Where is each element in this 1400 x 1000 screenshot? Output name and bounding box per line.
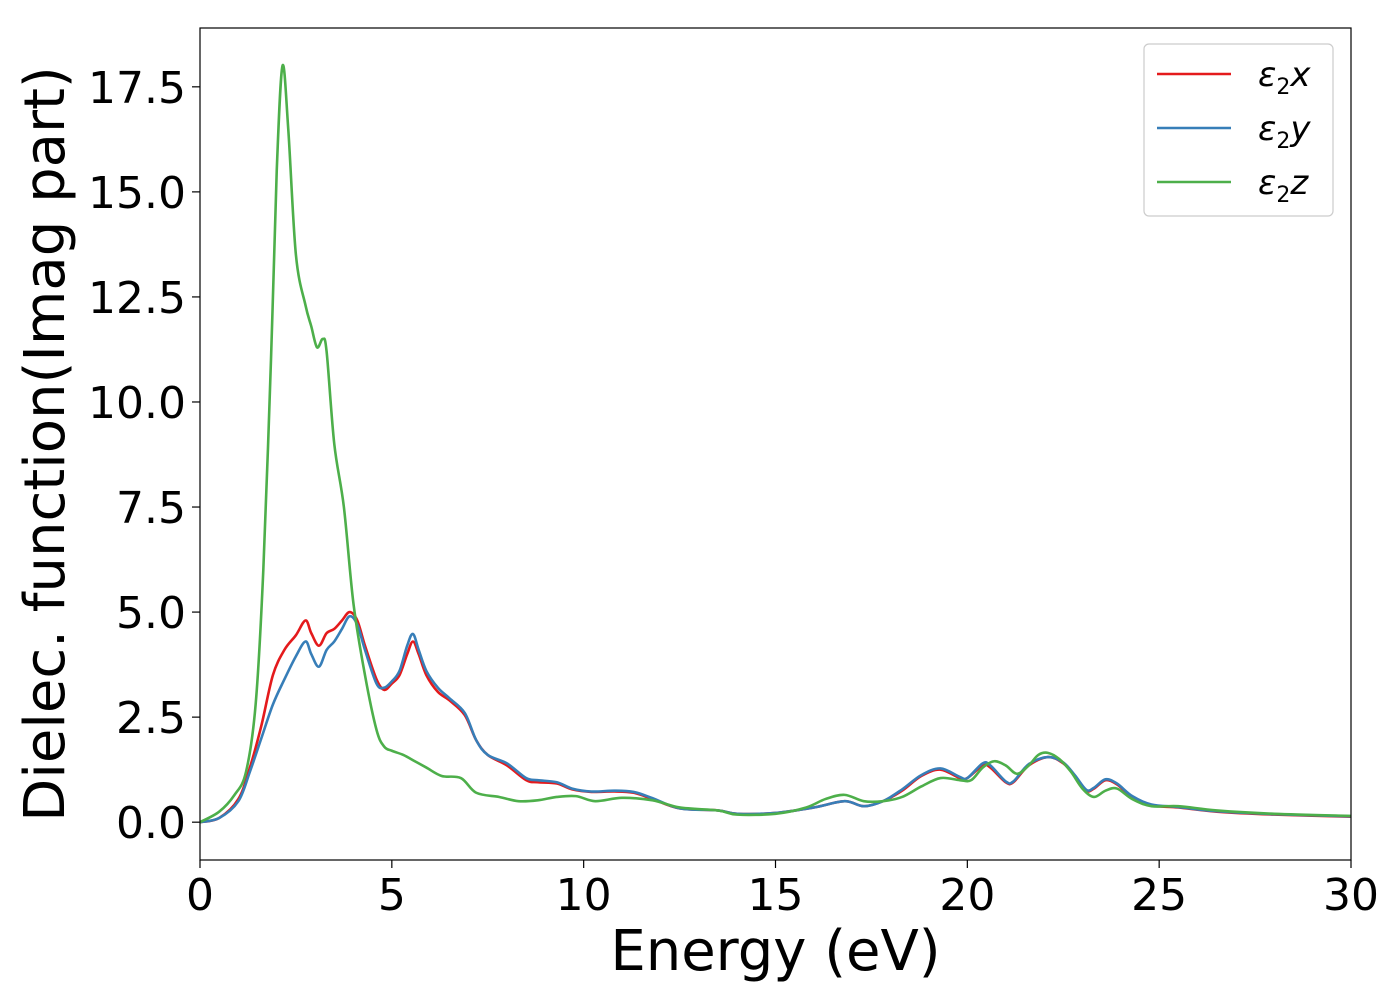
- y-tick-label: 7.5: [116, 483, 186, 534]
- y-tick-label: 15.0: [88, 168, 186, 219]
- x-tick-label: 25: [1131, 870, 1187, 921]
- y-tick-label: 10.0: [88, 378, 186, 429]
- y-axis-ticks: 0.0 2.5 5.0 7.5 10.0 12.5 15.0 17.5: [88, 63, 200, 849]
- x-tick-label: 15: [748, 870, 804, 921]
- y-tick-label: 5.0: [116, 588, 186, 639]
- x-tick-label: 5: [378, 870, 406, 921]
- y-tick-label: 2.5: [116, 693, 186, 744]
- x-axis-title: Energy (eV): [610, 919, 940, 984]
- x-tick-label: 30: [1323, 870, 1379, 921]
- x-tick-label: 10: [556, 870, 612, 921]
- legend: ε2x ε2y ε2z: [1143, 43, 1334, 217]
- legend-label-z: ε2z: [1258, 163, 1309, 208]
- x-tick-label: 20: [939, 870, 995, 921]
- y-axis-title: Dielec. function(Imag part): [13, 66, 78, 822]
- y-tick-label: 0.0: [116, 798, 186, 849]
- legend-box: [1143, 43, 1334, 217]
- y-tick-label: 17.5: [88, 63, 186, 114]
- series-line-z: [200, 63, 1351, 824]
- x-axis-ticks: 0 5 10 15 20 25 30: [186, 860, 1379, 921]
- legend-label-y: ε2y: [1258, 109, 1311, 154]
- legend-label-x: ε2x: [1258, 55, 1311, 100]
- y-tick-label: 12.5: [88, 273, 186, 324]
- x-tick-label: 0: [186, 870, 214, 921]
- series-layer: [200, 63, 1351, 824]
